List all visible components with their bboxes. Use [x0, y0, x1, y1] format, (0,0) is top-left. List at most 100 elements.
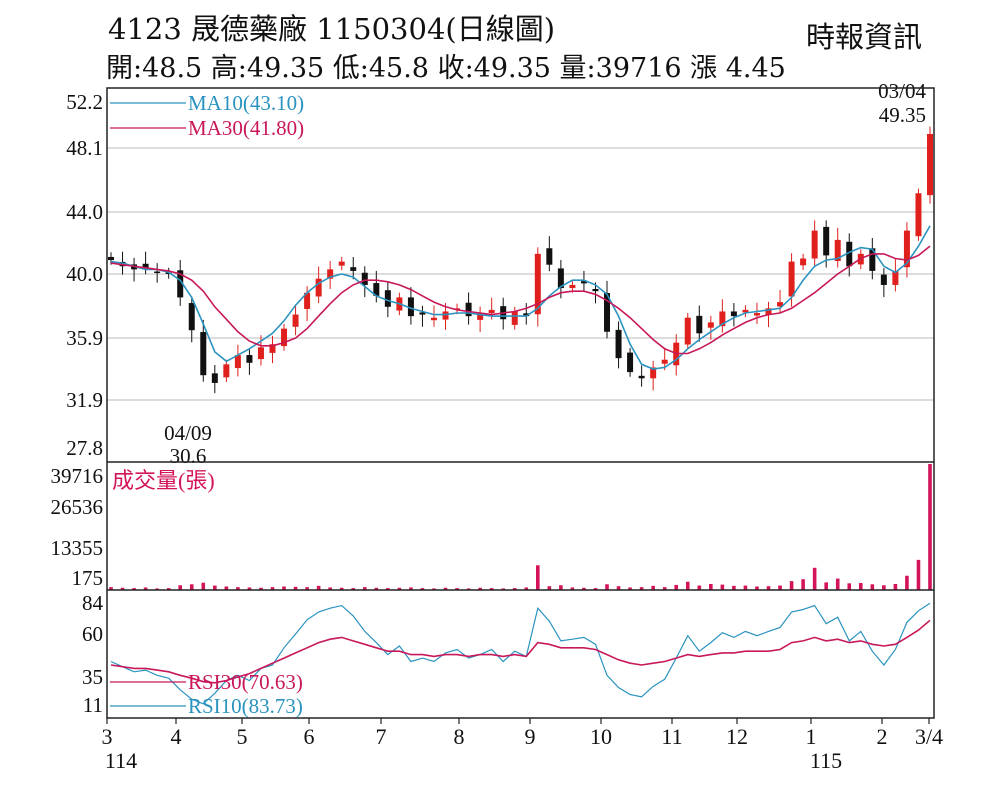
data-source-label: 時報資訊 [806, 20, 923, 54]
volume-bar [155, 588, 159, 590]
candle-body [315, 278, 322, 297]
high-annotation-date: 03/04 [878, 79, 926, 103]
price-tick-label: 31.9 [66, 388, 103, 412]
candle-body [188, 303, 195, 331]
volume-bar [709, 583, 713, 590]
year-label-114: 114 [105, 748, 137, 773]
candle-body [592, 288, 599, 292]
candle-body [223, 364, 230, 378]
candle-body [903, 230, 910, 268]
volume-bar [478, 587, 482, 590]
volume-bar [236, 587, 240, 590]
low-annotation-value: 30.6 [170, 444, 207, 468]
volume-bar [547, 586, 552, 590]
candle-body [269, 344, 276, 353]
candle-body [246, 355, 253, 363]
x-tick-label: 1 [806, 724, 817, 749]
volume-bar [582, 587, 586, 590]
volume-tick-label: 13355 [51, 536, 104, 560]
x-tick-label: 3 [102, 724, 113, 749]
candle-body [430, 317, 437, 321]
candle-body [327, 269, 334, 279]
rsi10-legend-label: RSI10(83.73) [188, 694, 303, 718]
candle-body [407, 297, 414, 317]
volume-bar [732, 585, 736, 590]
volume-bar [639, 587, 644, 590]
price-tick-label: 52.2 [66, 90, 103, 114]
candle-body [580, 281, 587, 284]
candle-body [650, 367, 657, 379]
chart-title: 4123 晟德藥廠 1150304(日線圖) [108, 12, 556, 46]
volume-bar [628, 587, 632, 590]
volume-bar [409, 587, 413, 590]
candle-body [788, 261, 795, 297]
volume-bar [166, 588, 171, 590]
volume-bar [247, 587, 252, 590]
volume-bar [351, 588, 356, 590]
candle-body [338, 261, 345, 266]
x-tick-label: 2 [877, 724, 888, 749]
candle-body [350, 267, 357, 271]
candle-body [534, 253, 541, 315]
volume-bar [316, 585, 321, 590]
volume-bar [812, 567, 817, 590]
candle-body [177, 270, 184, 298]
volume-tick-label: 39716 [51, 464, 104, 488]
price-tick-label: 35.9 [66, 326, 103, 350]
volume-bar [893, 583, 898, 590]
rsi30-legend-label: RSI30(70.63) [188, 670, 303, 694]
volume-bar [189, 584, 194, 590]
volume-bar [928, 464, 932, 590]
volume-bar [328, 587, 332, 590]
candle-body [419, 312, 426, 315]
volume-bar [570, 587, 575, 590]
ma30-line [110, 245, 931, 355]
candle-body [442, 311, 449, 320]
candle-body [142, 263, 149, 268]
rsi-tick-label: 84 [82, 591, 104, 615]
volume-bar [536, 565, 540, 590]
candle-body [696, 315, 703, 334]
volume-bar [282, 586, 286, 590]
ma10-line [110, 225, 931, 370]
candle-body [557, 268, 564, 289]
candle-body [292, 314, 299, 327]
candle-body [742, 309, 749, 313]
x-tick-label: 4 [171, 724, 182, 749]
volume-bar [835, 578, 840, 590]
x-tick-label: 11 [661, 724, 682, 749]
volume-bar [870, 584, 875, 590]
candle-body [765, 308, 772, 315]
volume-tick-label: 175 [72, 566, 104, 590]
volume-bar [143, 587, 148, 590]
x-tick-label: 5 [237, 724, 248, 749]
candle-body [234, 355, 241, 369]
volume-bar [905, 575, 909, 590]
volume-bar [789, 581, 794, 590]
volume-bar [697, 585, 702, 590]
volume-bar [120, 587, 125, 590]
candle-body [465, 302, 472, 317]
volume-bar [293, 586, 298, 590]
volume-bar [616, 586, 621, 590]
candle-body [604, 293, 611, 332]
rsi-tick-label: 11 [83, 693, 103, 717]
rsi-tick-label: 60 [82, 622, 103, 646]
volume-bar [801, 579, 805, 590]
candle-body [627, 352, 634, 373]
candle-body [257, 347, 264, 360]
volume-bar [882, 585, 886, 590]
candle-body [615, 329, 622, 359]
volume-bar [685, 581, 690, 590]
x-tick-label: 7 [376, 724, 387, 749]
ma30-legend-label: MA30(41.80) [188, 116, 304, 140]
volume-bar [593, 588, 598, 590]
volume-bar [847, 583, 852, 590]
candle-body [927, 133, 933, 196]
price-tick-label: 44.0 [66, 200, 103, 224]
candle-body [304, 292, 311, 309]
candle-body [753, 313, 760, 316]
candle-body [281, 328, 288, 347]
volume-bar [339, 587, 344, 590]
